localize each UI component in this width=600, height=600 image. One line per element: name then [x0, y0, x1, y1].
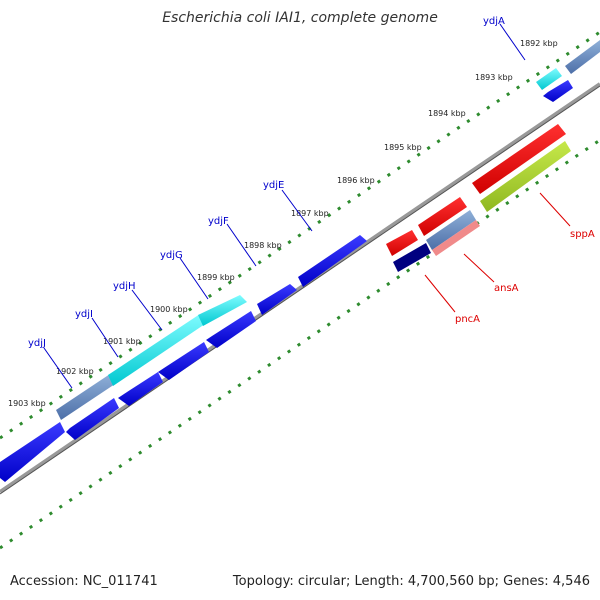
- gene-feature: [108, 314, 205, 386]
- gene-feature: [543, 80, 573, 102]
- accession-label: Accession: NC_011741: [10, 574, 158, 589]
- gene-label-ansA: ansA: [494, 283, 519, 294]
- gene-feature: [386, 230, 418, 256]
- kbp-label: 1901 kbp: [103, 337, 141, 346]
- gene-feature: [298, 235, 367, 287]
- gene-feature: [158, 342, 209, 380]
- gene-label-ydjA: ydjA: [483, 16, 505, 27]
- gene-feature: [198, 295, 247, 326]
- inner-tick-track: [0, 138, 600, 550]
- gene-feature: [393, 243, 431, 272]
- kbp-label: 1900 kbp: [150, 305, 188, 314]
- map-title: Escherichia coli IAI1, complete genome: [162, 10, 438, 26]
- gene-label-pncA: pncA: [455, 314, 480, 325]
- gene-feature: [257, 284, 297, 315]
- kbp-label: 1899 kbp: [197, 273, 235, 282]
- gene-labels-top: [43, 23, 526, 389]
- gene-feature: [480, 141, 571, 212]
- gene-feature: [206, 311, 256, 348]
- gene-feature: [472, 124, 566, 194]
- gene-name-labels: ydjA ydjE ydjF ydjG ydjH ydjI ydjJ: [28, 16, 505, 349]
- reverse-strand-genes: [0, 80, 573, 482]
- kbp-label: 1898 kbp: [244, 241, 282, 250]
- gene-feature: [536, 68, 562, 90]
- gene-feature: [66, 398, 119, 440]
- gene-feature: [432, 220, 480, 256]
- gene-feature: [118, 372, 163, 406]
- gene-feature: [565, 40, 600, 74]
- gene-feature: [426, 210, 476, 250]
- outer-tick-track: [0, 30, 600, 440]
- kbp-label: 1892 kbp: [520, 39, 558, 48]
- gene-labels-right: [424, 192, 571, 313]
- genome-backbone: [0, 82, 600, 494]
- gene-feature: [56, 374, 115, 420]
- kbp-labels: 1892 kbp 1893 kbp 1894 kbp 1895 kbp 1896…: [8, 39, 558, 408]
- kbp-label: 1903 kbp: [8, 399, 46, 408]
- gene-label-ydjH: ydjH: [113, 281, 136, 292]
- kbp-label: 1894 kbp: [428, 109, 466, 118]
- gene-label-ydjJ: ydjJ: [28, 338, 46, 349]
- kbp-label: 1897 kbp: [291, 209, 329, 218]
- gene-feature: [0, 422, 65, 482]
- gene-label-ydjE: ydjE: [263, 180, 284, 191]
- forward-strand-genes: [56, 40, 600, 420]
- gene-name-labels-red: sppA ansA pncA: [455, 229, 595, 325]
- gene-label-sppA: sppA: [570, 229, 595, 240]
- gene-label-ydjI: ydjI: [75, 309, 93, 320]
- kbp-label: 1902 kbp: [56, 367, 94, 376]
- kbp-label: 1893 kbp: [475, 73, 513, 82]
- kbp-label: 1895 kbp: [384, 143, 422, 152]
- highlighted-genes: [386, 124, 571, 272]
- kbp-label: 1896 kbp: [337, 176, 375, 185]
- gene-label-ydjF: ydjF: [208, 216, 229, 227]
- gene-feature: [418, 197, 467, 236]
- genome-info-label: Topology: circular; Length: 4,700,560 bp…: [232, 574, 590, 589]
- gene-label-ydjG: ydjG: [160, 250, 183, 261]
